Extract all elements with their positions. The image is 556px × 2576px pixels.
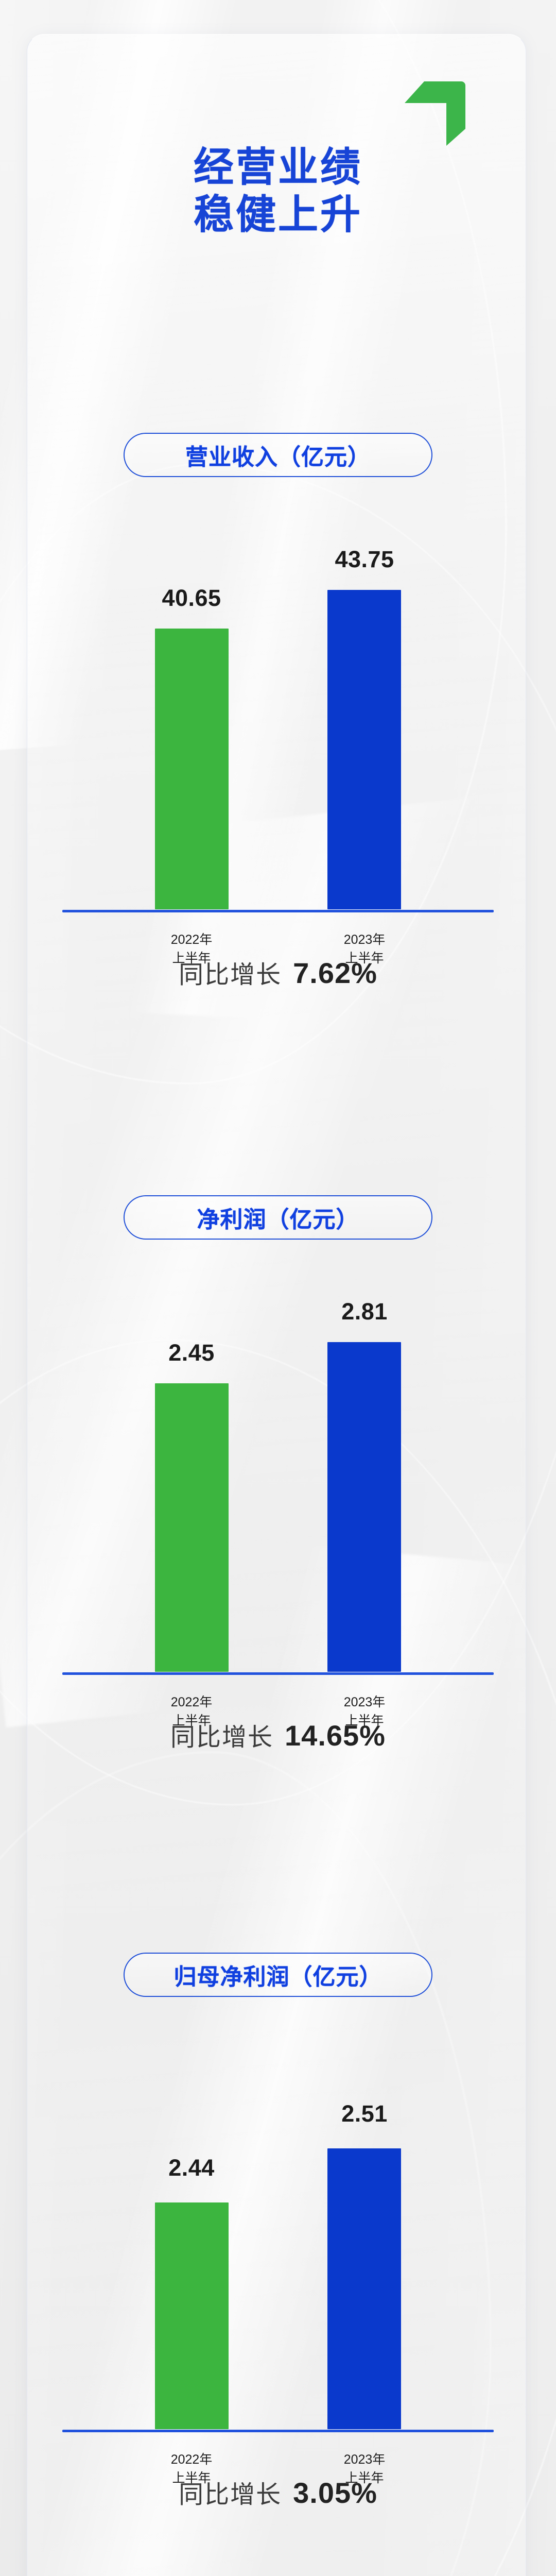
metric-title-label: 净利润（亿元） xyxy=(197,1207,359,1232)
metric-title-pill-revenue[interactable]: 营业收入（亿元） xyxy=(124,433,432,477)
bar-chart-net-profit: 2.45 2.81 2022年 上半年 2023年 上半年 xyxy=(0,1257,556,1728)
growth-label: 同比增长 xyxy=(170,1724,274,1751)
metric-title-label: 归母净利润（亿元） xyxy=(173,1964,383,1990)
bar-2022 xyxy=(155,629,229,909)
bar-value-label-2022: 2.44 xyxy=(168,2155,215,2181)
growth-label: 同比增长 xyxy=(179,2481,282,2509)
bar-2023 xyxy=(327,1342,401,1672)
bar-category-label-2023: 2023年 上半年 xyxy=(343,1695,386,1728)
bar-chart-attributable-profit: 2.44 2.51 2022年 上半年 2023年 上半年 xyxy=(0,2014,556,2485)
metric-title-pill-attributable-profit[interactable]: 归母净利润（亿元） xyxy=(124,1953,432,1997)
up-arrow-icon xyxy=(405,81,465,146)
chart-axis-line xyxy=(62,2430,494,2432)
bar-category-label-2023: 2023年 上半年 xyxy=(343,2452,386,2485)
page-title: 经营业绩 稳健上升 xyxy=(193,144,362,237)
growth-row-attributable-profit: 同比增长 3.05% xyxy=(0,2474,556,2510)
metric-title-pill-net-profit[interactable]: 净利润（亿元） xyxy=(124,1195,432,1240)
growth-value: 7.62% xyxy=(293,957,377,989)
bar-2023 xyxy=(327,590,401,909)
growth-label: 同比增长 xyxy=(179,961,282,989)
bar-2022 xyxy=(155,2202,229,2429)
bar-2022 xyxy=(155,1383,229,1672)
bar-value-label-2023: 2.51 xyxy=(341,2100,388,2127)
bar-category-label-2022: 2022年 上半年 xyxy=(170,933,213,965)
bar-value-label-2023: 43.75 xyxy=(335,546,394,572)
chart-axis-line xyxy=(62,1672,494,1675)
metric-title-label: 营业收入（亿元） xyxy=(185,445,371,470)
bar-value-label-2022: 40.65 xyxy=(162,585,221,611)
growth-value: 3.05% xyxy=(293,2477,377,2509)
bar-value-label-2023: 2.81 xyxy=(341,1298,388,1325)
growth-row-revenue: 同比增长 7.62% xyxy=(0,954,556,990)
bar-category-label-2022: 2022年 上半年 xyxy=(170,1695,213,1728)
growth-row-net-profit: 同比增长 14.65% xyxy=(0,1717,556,1753)
bar-category-label-2023: 2023年 上半年 xyxy=(343,933,386,965)
chart-axis-line xyxy=(62,910,494,912)
bar-chart-revenue: 40.65 43.75 2022年 上半年 2023年 上半年 xyxy=(0,495,556,965)
bar-value-label-2022: 2.45 xyxy=(168,1340,215,1366)
header: 经营业绩 稳健上升 xyxy=(0,0,556,319)
growth-value: 14.65% xyxy=(285,1719,386,1752)
bar-category-label-2022: 2022年 上半年 xyxy=(170,2452,213,2485)
bar-2023 xyxy=(327,2148,401,2429)
